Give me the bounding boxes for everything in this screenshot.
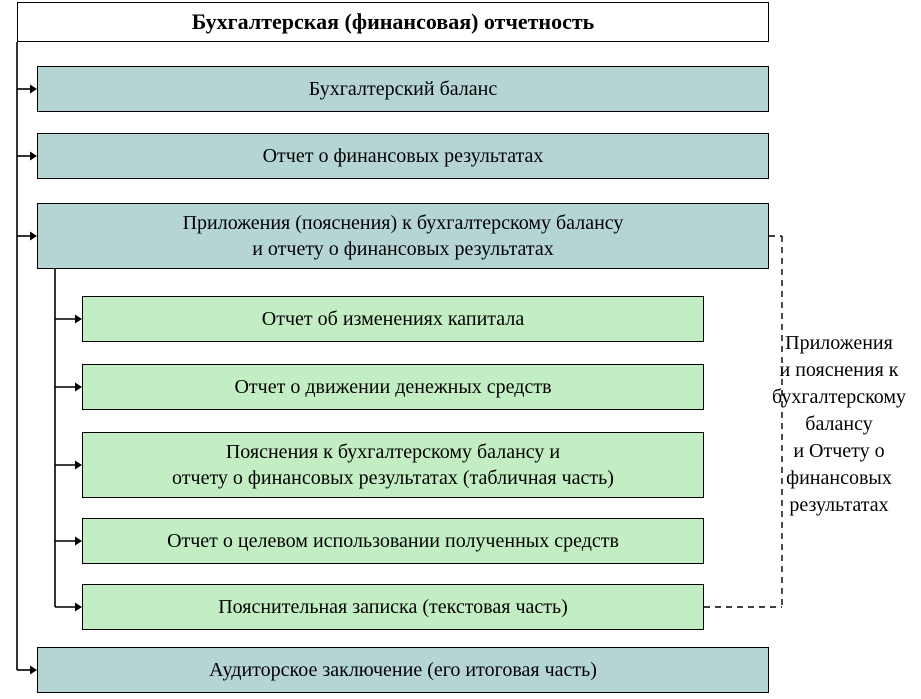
- box-audit-conclusion: Аудиторское заключение (его итоговая час…: [37, 647, 769, 693]
- box-balance-sheet: Бухгалтерский баланс: [37, 66, 769, 112]
- title-box: Бухгалтерская (финансовая) отчетность: [17, 2, 769, 42]
- box-label: Пояснительная записка (текстовая часть): [218, 594, 568, 620]
- box-label: Аудиторское заключение (его итоговая час…: [209, 657, 597, 683]
- box-label: Пояснения к бухгалтерскому балансу иотче…: [172, 439, 614, 491]
- box-label: Отчет о финансовых результатах: [263, 143, 544, 169]
- box-financial-results: Отчет о финансовых результатах: [37, 133, 769, 179]
- box-targeted-use: Отчет о целевом использовании полученных…: [82, 518, 704, 564]
- box-explanations-table: Пояснения к бухгалтерскому балансу иотче…: [82, 432, 704, 498]
- box-label: Бухгалтерский баланс: [309, 76, 498, 102]
- box-label: Приложения (пояснения) к бухгалтерскому …: [183, 210, 624, 262]
- box-cash-flow: Отчет о движении денежных средств: [82, 364, 704, 410]
- side-label: Приложенияи пояснения кбухгалтерскомубал…: [760, 330, 918, 519]
- box-capital-changes: Отчет об изменениях капитала: [82, 296, 704, 342]
- box-appendices: Приложения (пояснения) к бухгалтерскому …: [37, 203, 769, 269]
- box-label: Отчет о целевом использовании полученных…: [167, 528, 619, 554]
- box-explanatory-note: Пояснительная записка (текстовая часть): [82, 584, 704, 630]
- title-text: Бухгалтерская (финансовая) отчетность: [192, 8, 595, 37]
- box-label: Отчет об изменениях капитала: [262, 306, 524, 332]
- side-label-text: Приложенияи пояснения кбухгалтерскомубал…: [772, 332, 906, 516]
- box-label: Отчет о движении денежных средств: [234, 374, 551, 400]
